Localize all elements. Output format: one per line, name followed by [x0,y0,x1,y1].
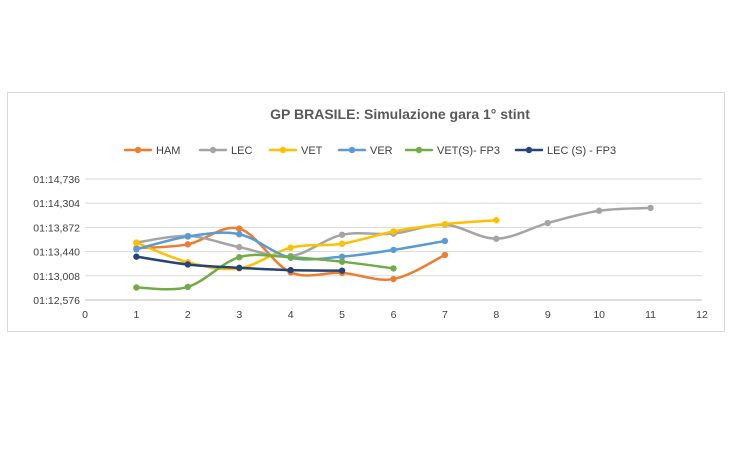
data-point-lec [493,235,500,242]
data-point-lec [236,243,243,251]
x-tick-label: 2 [185,309,191,321]
legend-label: LEC (S) - FP3 [547,145,616,157]
data-point-vet-s-fp3 [236,254,243,261]
y-tick-label: 01:14,304 [33,198,80,210]
y-tick-label: 01:14,736 [33,174,80,186]
data-point-vet [493,217,500,224]
y-axis: 01:12,576 01:13,008 01:13,440 01:13,872 01:1… [33,174,80,307]
x-tick-label: 9 [545,309,551,321]
data-point-ver [184,233,192,240]
legend-label: VET(S)- FP3 [437,145,500,157]
data-point-lec-s-fp3 [338,267,346,274]
legend-item-ham: HAM [123,145,180,157]
data-point-lec-s-fp3 [133,253,140,260]
data-point-ver [236,231,243,238]
chart-title: GP BRASILE: Simulazione gara 1° stint [270,106,530,122]
data-point-lec [595,207,603,214]
x-tick-label: 4 [288,309,294,321]
x-tick-label: 12 [696,309,708,321]
data-point-lec [647,204,654,212]
data-point-vet-s-fp3 [287,254,294,261]
data-point-vet [441,220,449,228]
x-axis: 0 1 2 3 4 5 6 7 8 9 10 11 12 [82,309,708,321]
y-tick-label: 01:13,872 [33,222,80,234]
legend-item-lec-s-fp3: LEC (S) - FP3 [514,145,616,157]
data-point-lec-s-fp3 [287,266,294,274]
data-point-vet [338,240,346,247]
data-point-ham [236,225,243,232]
data-point-vet [133,239,140,246]
legend-item-ver: VER [337,145,393,157]
legend-item-lec: LEC [198,145,252,157]
legend-marker [415,146,423,154]
legend-marker [134,146,142,154]
series-lec-s-fp3 [133,253,346,274]
legend-item-vet: VET [268,145,323,157]
legend-marker [209,146,217,154]
data-point-vet-s-fp3 [133,284,140,291]
legend-marker [525,146,533,154]
series-vet-s-fp3 [133,253,397,291]
data-point-ham [184,241,192,248]
series-line-vet-s-fp3 [135,253,395,291]
data-point-lec [338,231,346,238]
x-tick-label: 10 [593,309,605,321]
data-point-ver [390,246,397,254]
legend-label: VET [301,145,323,157]
data-point-ver [338,253,346,260]
legend-marker [348,146,356,154]
x-tick-label: 5 [339,309,345,321]
legend-label: HAM [156,145,180,157]
data-point-ham [390,275,397,283]
x-tick-label: 6 [391,309,397,321]
legend: HAM LEC VET VER VET(S)- FP3 LEC (S) - FP3 [123,145,616,157]
x-tick-label: 1 [133,309,139,321]
data-point-ham [441,251,449,259]
data-point-lec-s-fp3 [236,264,243,272]
x-tick-label: 0 [82,309,88,321]
x-tick-label: 3 [236,309,242,321]
x-tick-label: 11 [645,309,656,321]
data-point-ver [133,246,140,253]
legend-marker [279,146,287,154]
data-point-vet [287,244,294,251]
series-lines [133,204,654,291]
legend-label: VER [370,145,393,157]
data-point-vet [390,228,397,235]
x-tick-label: 8 [493,309,499,321]
data-point-lec [544,219,551,227]
chart-frame: GP BRASILE: Simulazione gara 1° stint HA… [7,92,725,332]
line-chart: GP BRASILE: Simulazione gara 1° stint HA… [33,106,708,321]
series-line-vet [135,218,498,271]
y-tick-label: 01:13,008 [33,271,80,283]
data-point-vet-s-fp3 [390,265,397,272]
y-tick-label: 01:12,576 [33,295,80,307]
legend-item-vet-s-fp3: VET(S)- FP3 [404,145,500,157]
legend-label: LEC [231,145,252,157]
data-point-lec-s-fp3 [184,261,192,268]
data-point-ver [441,237,449,245]
data-point-vet-s-fp3 [184,283,192,291]
data-point-vet-s-fp3 [338,258,346,265]
y-tick-label: 01:13,440 [33,247,80,259]
x-tick-label: 7 [442,309,448,321]
